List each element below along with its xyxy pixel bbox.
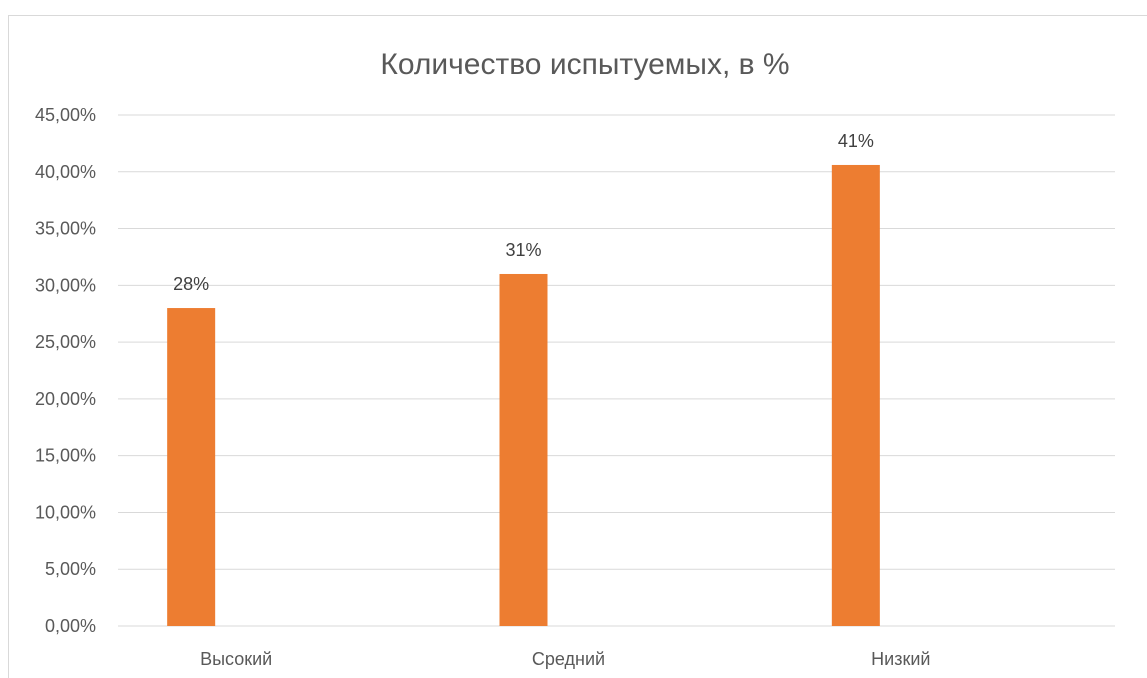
y-tick-label: 40,00% xyxy=(35,162,96,182)
y-tick-label: 25,00% xyxy=(35,332,96,352)
y-tick-label: 5,00% xyxy=(45,559,96,579)
y-tick-label: 0,00% xyxy=(45,616,96,636)
y-tick-label: 15,00% xyxy=(35,446,96,466)
x-category-label: Высокий xyxy=(200,649,272,669)
y-tick-label: 45,00% xyxy=(35,105,96,125)
bar xyxy=(831,164,880,626)
y-axis-ticks: 0,00% 5,00% 10,00% 15,00% 20,00% 25,00% 30,00%… xyxy=(35,105,96,636)
gridlines xyxy=(118,114,1115,627)
data-labels: 28% 31% 41% xyxy=(173,131,874,294)
x-axis-categories: Высокий Средний Низкий xyxy=(200,649,930,669)
y-tick-label: 35,00% xyxy=(35,219,96,239)
x-category-label: Средний xyxy=(532,649,605,669)
data-label: 28% xyxy=(173,274,209,294)
y-tick-label: 30,00% xyxy=(35,275,96,295)
bar xyxy=(167,308,216,626)
y-tick-label: 10,00% xyxy=(35,502,96,522)
bar xyxy=(499,273,548,626)
bars xyxy=(167,164,880,626)
y-tick-label: 20,00% xyxy=(35,389,96,409)
data-label: 31% xyxy=(505,240,541,260)
chart-title: Количество испытуемых, в % xyxy=(380,48,789,81)
data-label: 41% xyxy=(838,131,874,151)
x-category-label: Низкий xyxy=(871,649,930,669)
